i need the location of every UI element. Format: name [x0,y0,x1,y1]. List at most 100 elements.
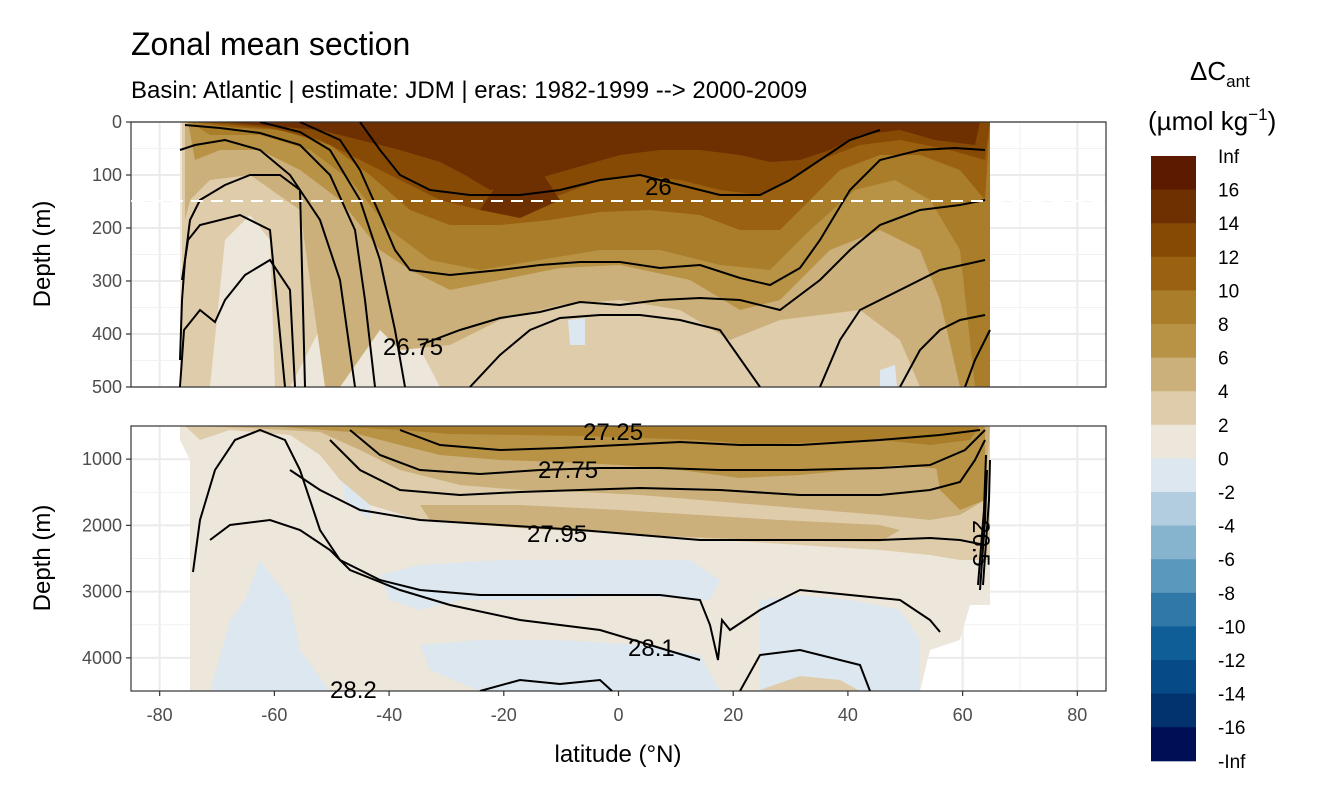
y-tick-label: 0 [112,112,122,132]
contour-line [179,174,306,387]
y-tick-label: 100 [92,165,122,185]
contour-label-26.5: 26.5 [967,520,994,567]
contour-label-27.95: 27.95 [527,521,587,548]
legend-label: -14 [1218,685,1246,706]
legend-label: -Inf [1218,752,1246,773]
contour-line [192,428,941,661]
legend-label: -4 [1218,517,1235,538]
legend-label: 6 [1218,349,1229,370]
legend-label: 12 [1218,248,1239,269]
contour-line [964,329,991,387]
contour-line [469,314,761,387]
legend-label: Inf [1218,147,1240,168]
legend-label: -6 [1218,550,1235,571]
lower-fill-layer [180,426,990,691]
fill-upper-band-16 [220,122,980,218]
legend: ΔCant (µmol kg−1) Inf 16 14 12 10 8 6 4 2 0 -2 -4 -6… [1148,56,1276,773]
legend-swatch [1151,391,1196,426]
y-tick-label: 2000 [82,515,122,535]
fill-lower-band-neg0 [210,428,920,691]
contour-line [899,314,986,387]
contour-line [982,459,991,586]
x-tick-label: 60 [953,705,973,725]
legend-label: -16 [1218,718,1245,739]
y-tick-label: 1000 [82,449,122,469]
y-tick-label: 200 [92,218,122,238]
x-tick-label: 20 [723,705,743,725]
contour-line [184,124,376,387]
x-tick-label: -60 [261,705,287,725]
upper-fill-layer [180,122,990,387]
legend-label: -12 [1218,651,1245,672]
legend-title: ΔCant [1190,56,1250,91]
legend-label: 4 [1218,382,1229,403]
legend-label: 16 [1218,181,1239,202]
contour-line [979,469,988,591]
contour-label-27.75: 27.75 [538,457,598,484]
fill-lower-band-10 [330,426,980,445]
upper-panel [130,121,1107,388]
legend-swatch [1151,559,1196,594]
legend-label: -2 [1218,483,1235,504]
contour-line [179,138,356,387]
legend-unit-pre: (µmol kg [1148,106,1248,136]
y-tick-label: 300 [92,271,122,291]
contour-line [209,518,701,661]
legend-swatch [1151,458,1196,493]
x-axis-label: latitude (°N) [555,741,682,768]
legend-label: 0 [1218,449,1229,470]
contour-line [419,199,986,346]
legend-unit: (µmol kg−1) [1148,105,1276,136]
contour-label-26.75: 26.75 [383,334,443,361]
legend-swatch [1151,660,1196,695]
legend-unit-post: ) [1268,106,1277,136]
lower-contours [192,428,991,691]
legend-swatch [1151,626,1196,661]
y-tick-label: 4000 [82,648,122,668]
legend-swatch [1151,290,1196,325]
x-tick-label: -80 [147,705,173,725]
fill-lower-band-8 [270,426,985,510]
legend-label: 10 [1218,281,1239,302]
contour-line [399,429,981,452]
upper-contours [179,122,991,387]
legend-swatch [1151,525,1196,560]
contour-line [179,258,296,387]
contour-line [349,429,986,476]
y-axis-label-lower: Depth (m) [29,505,56,612]
contour-line [181,213,286,387]
legend-label: -8 [1218,584,1235,605]
legend-label: 8 [1218,315,1229,336]
legend-swatch [1151,223,1196,258]
x-tick-label: -40 [376,705,402,725]
legend-label: 14 [1218,214,1240,235]
contour-line [359,122,881,196]
legend-label: 2 [1218,416,1229,437]
y-tick-label: 3000 [82,582,122,602]
contour-line [479,678,613,691]
contour-line [289,469,986,546]
legend-swatch [1151,256,1196,291]
contour-line [739,648,871,691]
contour-line [819,259,986,387]
legend-unit-exp: −1 [1248,105,1267,124]
contour-line [329,439,986,497]
legend-swatch [1151,492,1196,527]
y-tick-label: 400 [92,324,122,344]
y-tick-label: 500 [92,377,122,397]
legend-swatch [1151,357,1196,392]
lower-panel [130,425,1107,692]
x-tick-label: 80 [1067,705,1087,725]
contour-label-28.2: 28.2 [330,677,377,704]
legend-label: -10 [1218,617,1245,638]
contour-label-28.1: 28.1 [628,635,675,662]
chart-title: Zonal mean section [131,26,410,62]
legend-swatch [1151,592,1196,627]
chart-subtitle: Basin: Atlantic | estimate: JDM | eras: … [131,77,807,104]
legend-swatch [1151,424,1196,459]
legend-title-main: ΔC [1190,56,1226,86]
contour-line [299,122,986,287]
legend-swatch [1151,324,1196,359]
contour-label-26: 26 [645,174,672,201]
